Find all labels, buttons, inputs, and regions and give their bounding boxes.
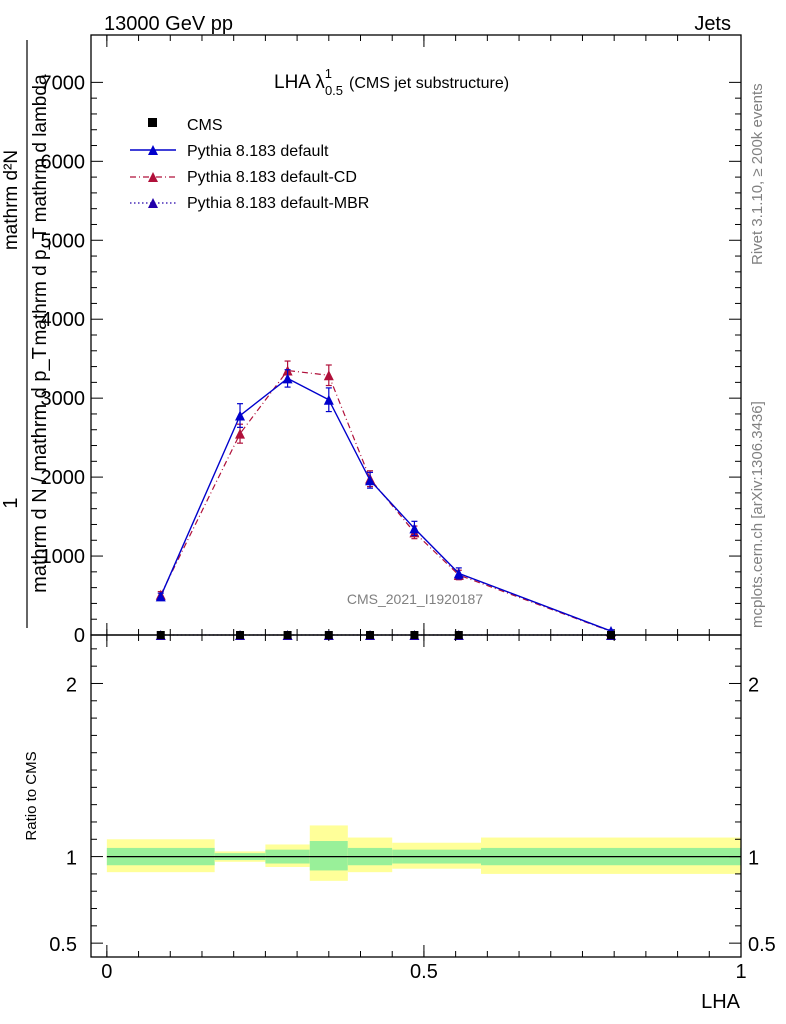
main-ytick-label: 1000 — [41, 546, 86, 568]
point-default-cd — [235, 428, 246, 439]
main-ytick-label: 2000 — [41, 467, 86, 489]
main-title: LHA λ1 0.5 (CMS jet substructure) — [274, 66, 509, 98]
ratio-ytick-label-right: 1 — [748, 848, 759, 870]
ylabel-numerator: 1 — [0, 497, 22, 508]
rivet-label: Rivet 3.1.10, ≥ 200k events — [749, 83, 766, 265]
main-ytick-label: 4000 — [41, 309, 86, 331]
point-default — [365, 475, 376, 486]
point-default — [282, 373, 293, 384]
ylabel-numerator-2: mathrm d²N — [1, 150, 22, 250]
main-axis-ticks: 0 1000 2000 3000 4000 5000 6000 7000 — [41, 35, 742, 647]
legend-mbr-label: Pythia 8.183 default-MBR — [187, 195, 369, 212]
ratio-ytick-label-right: 2 — [748, 674, 759, 696]
title-sub: 0.5 — [325, 83, 343, 98]
x-axis-label: LHA — [701, 991, 741, 1013]
legend-default-label: Pythia 8.183 default — [187, 143, 329, 160]
series-line-default-cd — [160, 369, 612, 633]
series-line-default — [160, 377, 612, 632]
ratio-ytick-label-left: 0.5 — [49, 934, 77, 956]
legend-mbr-marker — [148, 198, 158, 208]
point-default-cd — [323, 370, 334, 381]
mcplots-label: mcplots.cern.ch [arXiv:1306.3436] — [749, 401, 766, 628]
ratio-ytick-label-left: 1 — [66, 848, 77, 870]
legend-cd-label: Pythia 8.183 default-CD — [187, 169, 357, 186]
point-default — [453, 568, 464, 579]
title-sup: 1 — [325, 66, 332, 81]
main-ytick-label: 0 — [74, 625, 85, 647]
title-main: LHA λ — [274, 72, 325, 93]
ylabel-denominator: mathrm d N / mathrm d p_T — [29, 347, 51, 593]
ratio-bands — [106, 825, 741, 881]
ratio-band-inner — [309, 841, 348, 871]
main-ytick-label: 3000 — [41, 388, 86, 410]
ratio-ytick-label-left: 2 — [66, 674, 77, 696]
legend-default-marker — [148, 145, 158, 155]
point-default — [235, 410, 246, 421]
main-ylabel: 1 mathrm d N / mathrm d p_T mathrm d²N m… — [0, 40, 51, 628]
category-label: Jets — [694, 13, 731, 35]
main-ytick-label: 6000 — [41, 151, 86, 173]
title-note: (CMS jet substructure) — [349, 75, 509, 92]
legend-cd-marker — [148, 172, 158, 182]
ratio-frame — [90, 634, 742, 958]
main-ytick-label: 5000 — [41, 230, 86, 252]
ratio-ytick-label-right: 0.5 — [748, 934, 776, 956]
analysis-watermark: CMS_2021_I1920187 — [347, 591, 483, 607]
energy-label: 13000 GeV pp — [104, 13, 233, 35]
ylabel-denominator-2: mathrm d p_T mathrm d lambda — [30, 74, 51, 345]
legend-cms-marker — [148, 118, 157, 127]
ratio-xtick-label: 1 — [735, 961, 746, 983]
legend: CMS Pythia 8.183 default Pythia 8.183 de… — [130, 117, 369, 212]
legend-cms-label: CMS — [187, 117, 223, 134]
ratio-xtick-label: 0 — [101, 961, 112, 983]
ratio-xtick-label: 0.5 — [410, 961, 438, 983]
ratio-axis-ticks: 0.5 0.51 12 20 0.5 1 — [49, 635, 776, 983]
main-ytick-label: 7000 — [41, 72, 86, 94]
point-default — [409, 523, 420, 534]
point-default — [155, 591, 166, 602]
point-default — [323, 394, 334, 405]
ratio-ylabel: Ratio to CMS — [23, 751, 40, 840]
